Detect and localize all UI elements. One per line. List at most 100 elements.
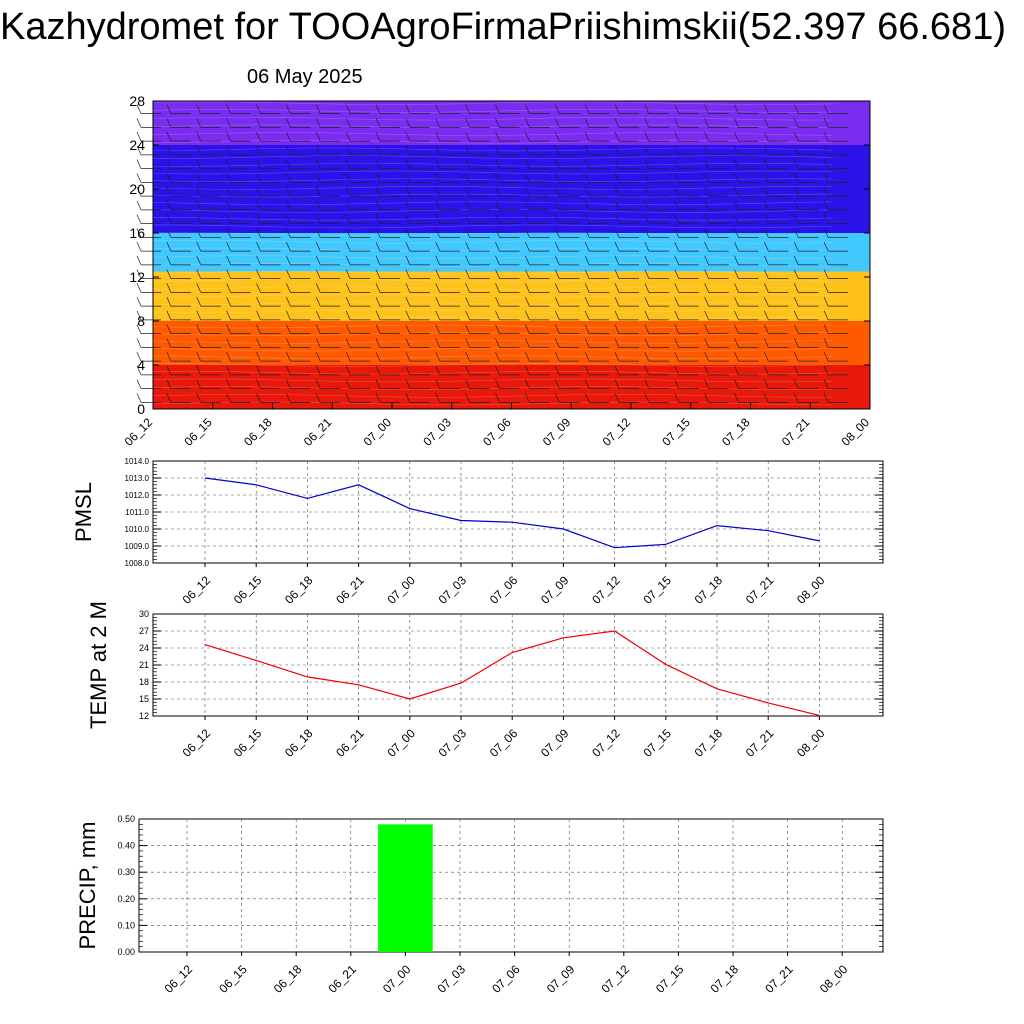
wind-barb-flag [734, 365, 739, 376]
wind-barb-flag [435, 242, 441, 252]
y-tick-label: 0.00 [117, 947, 135, 957]
wind-barb-flag [525, 297, 530, 307]
wind-barb-flag [525, 200, 530, 211]
wind-barb-flag [584, 338, 590, 348]
wind-barb-flag [584, 200, 590, 211]
wind-barb-flag [764, 145, 769, 156]
y-tick-label: 0.30 [117, 867, 135, 877]
wind-barb-flag [584, 228, 590, 238]
contour-line [152, 394, 834, 398]
wind-barb-flag [525, 283, 530, 293]
wind-barb-flag [734, 338, 739, 348]
wind-barb-flag [375, 393, 381, 403]
wind-barb-flag [315, 118, 321, 128]
contour-line [152, 109, 834, 113]
wind-barb-flag [614, 228, 620, 238]
y-tick-label: 0.40 [117, 841, 135, 851]
wind-barb-flag [793, 242, 799, 252]
wind-barb-flag [584, 310, 590, 321]
wind-barb-flag [674, 338, 680, 348]
x-tick-label: 07_12 [598, 962, 632, 996]
wind-barb-flag [644, 159, 650, 169]
wind-barb-flag [375, 310, 381, 321]
wind-barb-flag [644, 297, 650, 307]
wind-barb-flag [554, 283, 560, 293]
wind-barb-flag [405, 200, 411, 211]
wind-barb-flag [465, 118, 470, 128]
wind-barb-flag [465, 132, 470, 142]
wind-barb-flag [375, 159, 381, 169]
wind-barb-flag [405, 283, 411, 293]
wind-barb-flag [166, 214, 172, 224]
wind-barb-flag [166, 393, 172, 403]
y-tick-label: 1008.0 [125, 559, 150, 568]
wind-barb-flag [435, 297, 441, 307]
wind-barb-flag [166, 255, 172, 266]
wind-barb-flag [495, 214, 500, 224]
wind-barb-flag [465, 200, 470, 211]
wind-barb-flag [226, 379, 231, 389]
wind-barb-flag [554, 228, 560, 238]
wind-barb-flag [375, 118, 381, 128]
wind-barb-flag [644, 269, 650, 279]
heatmap-field [153, 101, 870, 409]
wind-barb-flag [315, 242, 321, 252]
wind-barb-flag [315, 200, 321, 211]
wind-barb-flag [554, 269, 560, 279]
wind-barb-flag [286, 297, 291, 307]
wind-barb-flag [793, 228, 799, 238]
contour-line [152, 216, 834, 221]
wind-barb-flag [764, 297, 769, 307]
wind-barb-flag [226, 214, 231, 224]
wind-barb-flag [793, 269, 799, 279]
wind-barb-flag [764, 214, 769, 224]
y-tick-label: 1011.0 [125, 508, 149, 517]
wind-barb-flag [465, 159, 470, 169]
wind-barb-flag [525, 132, 530, 142]
wind-barb-flag [644, 352, 650, 362]
wind-barb-flag [405, 269, 411, 279]
wind-barb-flag [345, 297, 351, 307]
x-tick-label: 07_15 [653, 962, 687, 996]
x-tick-label: 06_15 [216, 962, 250, 996]
wind-barb-flag [345, 118, 351, 128]
wind-barb-flag [315, 145, 321, 156]
x-tick-label: 07_18 [708, 962, 742, 996]
wind-barb-flag [793, 145, 799, 156]
wind-barb-flag [823, 338, 829, 348]
wind-barb-flag [166, 159, 172, 169]
wind-barb-flag [256, 269, 261, 279]
wind-barb-flag [525, 104, 530, 114]
contour-line [152, 378, 834, 383]
wind-barb-flag [674, 297, 680, 307]
wind-barb-flag [614, 324, 620, 334]
wind-barb-flag [525, 338, 530, 348]
wind-barb-flag [286, 255, 291, 266]
wind-barb-flag [584, 269, 590, 279]
wind-barb-flag [375, 132, 381, 142]
wind-barb-flag [136, 324, 142, 334]
wind-barb-flag [793, 187, 799, 197]
wind-barb-flag [823, 352, 829, 362]
wind-barb-flag [495, 269, 500, 279]
wind-barb-flag [136, 365, 142, 376]
wind-barb-flag [405, 297, 411, 307]
wind-barb-flag [286, 200, 291, 211]
wind-barb-flag [405, 228, 411, 238]
wind-barb-flag [734, 310, 739, 321]
wind-barb-flag [793, 159, 799, 169]
wind-barb-flag [704, 228, 709, 238]
wind-barb-flag [256, 118, 261, 128]
wind-barb-flag [286, 379, 291, 389]
wind-barb-flag [345, 132, 351, 142]
wind-barb-flag [136, 269, 142, 279]
contour-line [152, 155, 834, 159]
wind-barb-flag [495, 187, 500, 197]
wind-barb-flag [734, 132, 739, 142]
wind-barb-flag [823, 269, 829, 279]
plot-frame [138, 818, 884, 953]
wind-barb-flag [226, 187, 231, 197]
wind-barb-flag [704, 187, 709, 197]
wind-barb-flag [286, 324, 291, 334]
wind-barb-flag [226, 228, 231, 238]
